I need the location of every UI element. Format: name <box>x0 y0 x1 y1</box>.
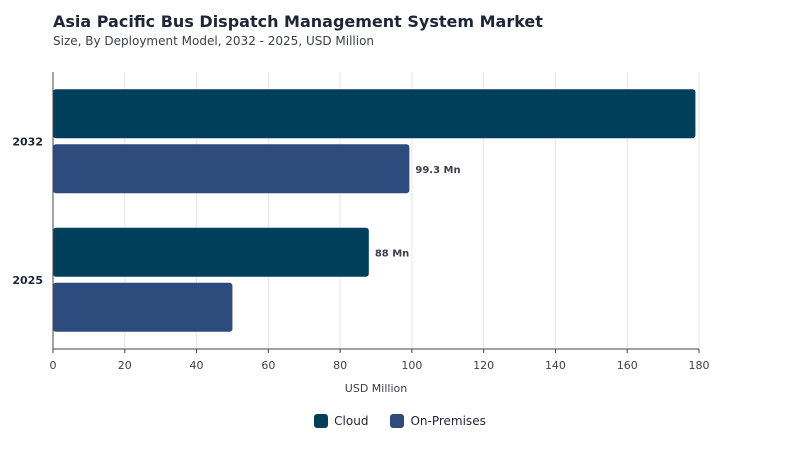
legend-label-cloud: Cloud <box>334 414 369 428</box>
x-tick-label-160: 160 <box>617 359 638 372</box>
x-tick-label-180: 180 <box>689 359 710 372</box>
x-tick-label-100: 100 <box>401 359 422 372</box>
x-tick-label-80: 80 <box>333 359 347 372</box>
x-tick-label-140: 140 <box>545 359 566 372</box>
bar-cloud-2032 <box>53 89 696 139</box>
category-label-2025: 2025 <box>12 274 43 287</box>
legend-item-on-premises[interactable]: On-Premises <box>390 414 486 428</box>
legend-label-on-premises: On-Premises <box>410 414 486 428</box>
legend-item-cloud[interactable]: Cloud <box>314 414 368 428</box>
x-tick-label-60: 60 <box>261 359 275 372</box>
chart-subtitle: Size, By Deployment Model, 2032 - 2025, … <box>53 34 375 48</box>
x-tick-label-40: 40 <box>190 359 204 372</box>
data-label-on-premises-2032: 99.3 Mn <box>415 165 460 176</box>
bar-on-premises-2032 <box>53 144 410 194</box>
x-tick-label-120: 120 <box>473 359 494 372</box>
x-axis-title: USD Million <box>345 382 407 395</box>
chart-legend: Cloud On-Premises <box>0 414 800 428</box>
chart-title: Asia Pacific Bus Dispatch Management Sys… <box>53 12 543 31</box>
legend-swatch-cloud <box>314 414 329 428</box>
data-label-cloud-2025: 88 Mn <box>375 248 409 259</box>
bar-cloud-2025 <box>53 227 369 277</box>
category-label-2032: 2032 <box>12 135 43 148</box>
x-tick-label-20: 20 <box>118 359 132 372</box>
x-tick-label-0: 0 <box>50 359 57 372</box>
bar-on-premises-2025 <box>53 282 233 332</box>
legend-swatch-on-premises <box>390 414 405 428</box>
